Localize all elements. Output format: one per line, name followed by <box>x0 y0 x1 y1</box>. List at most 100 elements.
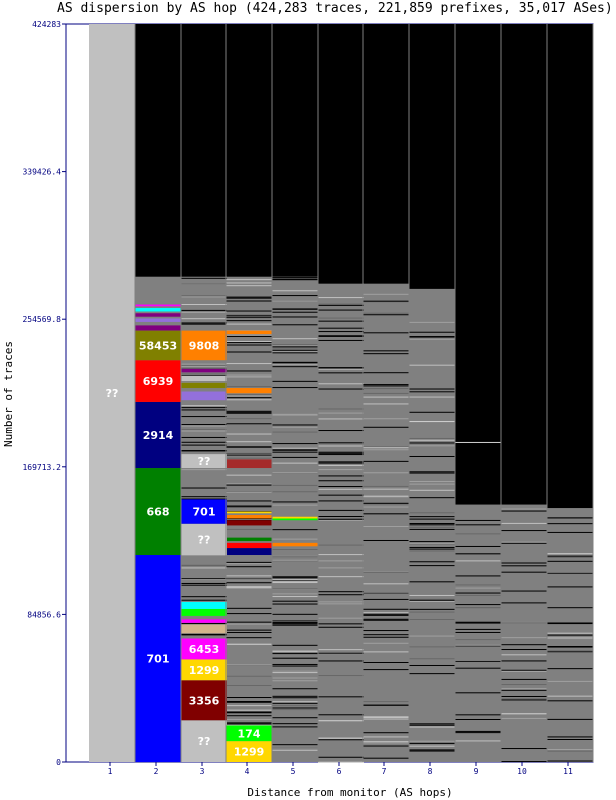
as-line <box>363 634 409 636</box>
as-line <box>181 554 227 556</box>
as-line <box>409 749 455 751</box>
as-segment <box>181 624 227 634</box>
as-line <box>226 700 272 702</box>
as-line <box>181 367 227 369</box>
as-line <box>501 669 547 671</box>
as-line <box>409 546 455 548</box>
as-line <box>226 385 272 387</box>
column-8-base <box>409 288 455 762</box>
as-line <box>409 463 455 465</box>
y-tick-label: 339426.4 <box>22 168 61 177</box>
as-line <box>363 488 409 490</box>
as-line <box>181 282 227 284</box>
as-segment <box>272 516 318 519</box>
as-line <box>226 357 272 359</box>
column-7-base <box>363 283 409 762</box>
as-line <box>318 388 364 390</box>
as-line <box>226 513 272 515</box>
y-tick-label: 84856.6 <box>27 610 61 619</box>
as-line <box>363 300 409 302</box>
as-line <box>363 514 409 516</box>
as-segment-label: 2914 <box>143 429 174 442</box>
as-line <box>363 733 409 735</box>
as-line <box>363 472 409 474</box>
x-tick-label: 7 <box>382 767 387 776</box>
as-line <box>363 502 409 504</box>
as-line <box>409 472 455 474</box>
as-segment <box>226 542 272 549</box>
as-line <box>318 486 364 488</box>
as-line <box>409 745 455 747</box>
as-line <box>226 297 272 299</box>
as-segment <box>135 308 181 312</box>
as-line <box>226 342 272 344</box>
as-line <box>181 416 227 418</box>
as-line <box>363 614 409 616</box>
as-line <box>272 717 318 719</box>
as-line <box>409 658 455 660</box>
as-line <box>409 666 455 668</box>
as-line <box>181 381 227 383</box>
as-line <box>363 608 409 610</box>
as-segment <box>135 313 181 317</box>
as-line <box>547 750 593 752</box>
as-line <box>226 724 272 726</box>
as-line <box>272 653 318 655</box>
as-line <box>363 460 409 462</box>
as-line <box>547 760 593 762</box>
as-segment-?? <box>181 454 227 469</box>
as-line <box>272 538 318 540</box>
as-line <box>226 394 272 396</box>
as-segment <box>181 375 227 382</box>
as-line <box>409 618 455 620</box>
as-line <box>226 505 272 507</box>
y-tick-label: 424283 <box>32 20 61 29</box>
as-line <box>409 548 455 550</box>
as-line-light <box>363 716 409 718</box>
as-line <box>226 410 272 412</box>
as-line <box>318 722 364 724</box>
as-line <box>318 626 364 628</box>
y-axis-label: Number of traces <box>2 341 15 447</box>
as-line <box>409 481 455 483</box>
as-line <box>226 446 272 448</box>
plot-area: ??7016682914693958453??335612996453??701… <box>22 20 594 776</box>
as-line <box>318 464 364 466</box>
as-line <box>547 738 593 740</box>
as-line <box>272 400 318 402</box>
as-line <box>272 695 318 697</box>
as-segment-?? <box>181 720 227 762</box>
as-line <box>226 506 272 508</box>
as-line <box>272 744 318 746</box>
as-line <box>455 584 501 586</box>
as-line-light <box>363 447 409 449</box>
as-line <box>272 579 318 581</box>
as-line <box>272 345 318 347</box>
as-line <box>409 581 455 583</box>
as-line <box>272 431 318 433</box>
as-line <box>272 697 318 699</box>
as-line <box>272 277 318 279</box>
as-line <box>455 578 501 580</box>
as-line <box>226 374 272 376</box>
as-line <box>455 740 501 742</box>
as-line <box>547 586 593 588</box>
as-line <box>318 469 364 471</box>
as-line <box>272 613 318 615</box>
as-segment-2914 <box>135 401 181 469</box>
as-line <box>409 455 455 457</box>
as-line <box>363 485 409 487</box>
as-line <box>455 667 501 669</box>
as-line <box>318 442 364 444</box>
as-line <box>181 419 227 421</box>
as-line <box>455 594 501 596</box>
as-line <box>547 650 593 652</box>
as-line <box>547 718 593 720</box>
as-line <box>226 685 272 687</box>
as-line <box>318 408 364 410</box>
as-line <box>272 279 318 281</box>
as-line <box>318 309 364 311</box>
as-line <box>318 372 364 374</box>
as-line <box>181 450 227 452</box>
as-line <box>181 296 227 298</box>
